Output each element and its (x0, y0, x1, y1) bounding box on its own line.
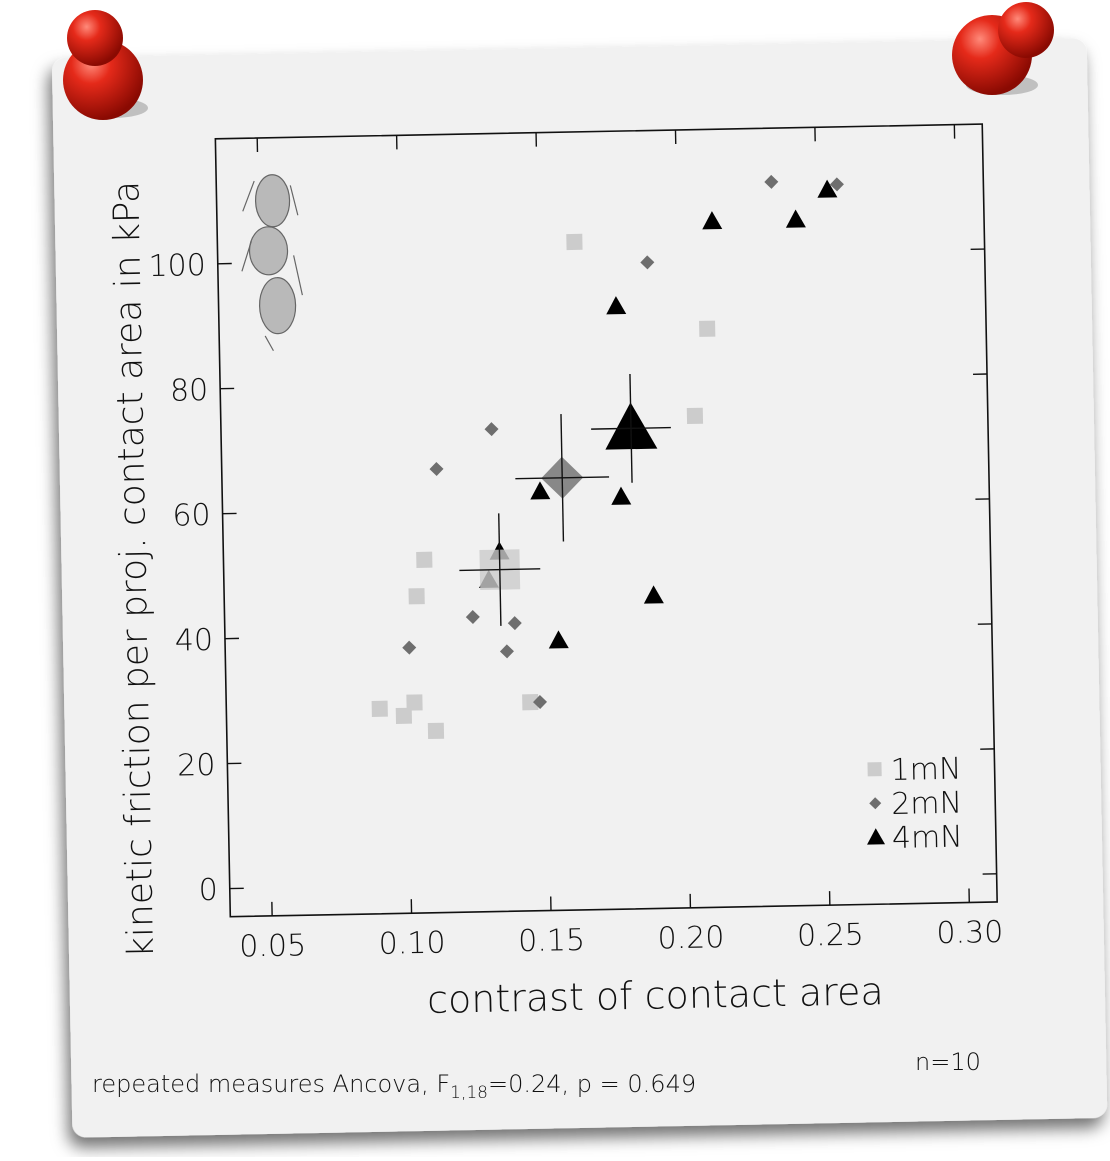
legend-marker (867, 762, 881, 776)
legend-label: 4mN (892, 820, 963, 856)
marker-square (406, 694, 422, 710)
card-group: 0.05 0.10 0.15 0.20 0.25 0.30 0 20 40 60 80 100 cont… (52, 38, 1108, 1138)
y-tick-label: 0 (198, 873, 218, 908)
x-tick-label: 0.15 (518, 923, 585, 959)
marker-square (372, 701, 388, 717)
card (52, 38, 1108, 1138)
pin-head (67, 10, 123, 66)
x-tick-label: 0.05 (239, 928, 306, 964)
marker-square (687, 408, 703, 424)
x-tick-label: 0.25 (797, 918, 864, 954)
marker-square (408, 588, 424, 604)
marker-square (566, 234, 582, 250)
pin-head (998, 2, 1054, 58)
x-tick-label: 0.10 (378, 926, 445, 962)
y-tick-label: 60 (172, 498, 211, 534)
y-tick-label: 80 (170, 373, 209, 409)
legend-label: 2mN (891, 786, 962, 822)
footnote-part: =0.24, p = 0.649 (488, 1070, 696, 1098)
y-tick-label: 20 (177, 748, 216, 784)
marker-square (416, 552, 432, 568)
marker-square (699, 321, 715, 337)
footnote-part: 1,18 (450, 1083, 488, 1103)
y-tick-label: 100 (148, 248, 206, 284)
y-tick-label: 40 (174, 623, 213, 659)
legend-label: 1mN (890, 752, 961, 788)
footnote-part: repeated measures Ancova, F (92, 1070, 450, 1098)
x-axis-label: contrast of contact area (427, 969, 884, 1022)
x-tick-label: 0.20 (657, 920, 724, 956)
marker-square (428, 723, 444, 739)
sample-size: n=10 (915, 1048, 981, 1076)
x-tick-label: 0.30 (936, 915, 1003, 951)
